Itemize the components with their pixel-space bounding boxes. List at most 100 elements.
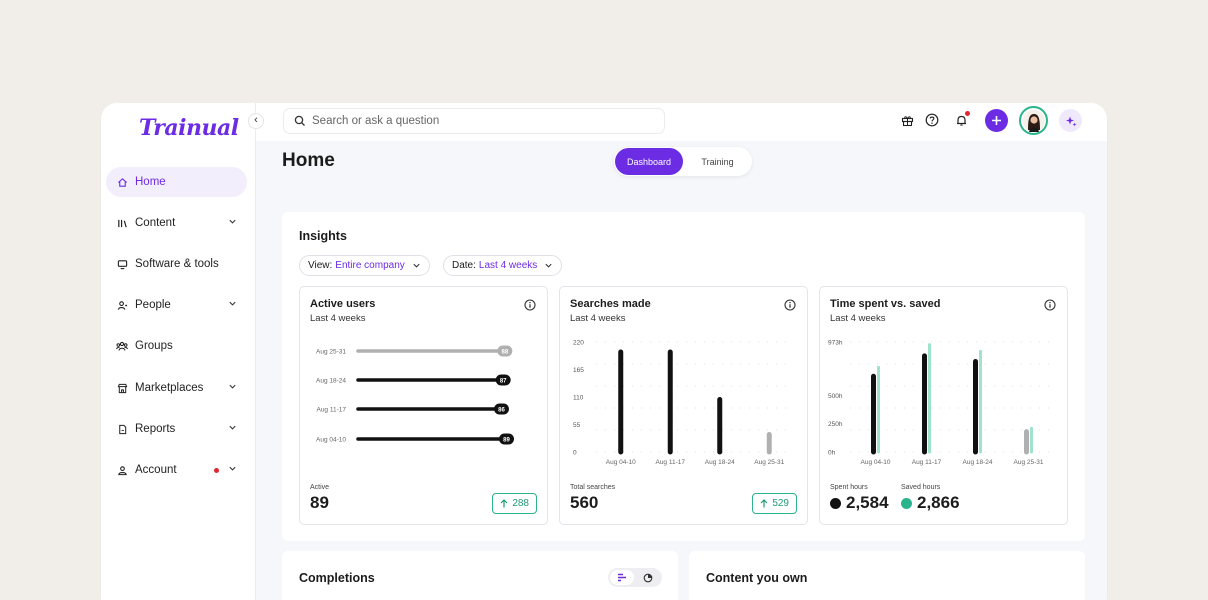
sidebar-item-label: Content — [135, 217, 176, 229]
logo[interactable]: Trainual — [139, 115, 239, 141]
delta-badge: 288 — [492, 493, 537, 514]
y-tick-label: 500h — [828, 393, 843, 400]
completions-title: Completions — [299, 571, 375, 585]
sidebar-item-software[interactable]: Software & tools — [106, 249, 247, 279]
x-tick-label: Aug 18-24 — [963, 459, 993, 466]
sidebar-item-label: Software & tools — [135, 258, 219, 270]
y-tick-label: 250h — [828, 421, 843, 428]
view-toggle: Dashboard Training — [614, 147, 752, 176]
account-icon — [116, 464, 128, 476]
completions-card: Completions — [282, 551, 678, 600]
card-title: Active users — [310, 298, 376, 310]
sidebar-item-label: Account — [135, 464, 177, 476]
tick-label: Aug 18-24 — [316, 378, 346, 385]
info-icon[interactable] — [784, 298, 796, 316]
date-filter-dropdown[interactable]: Date: Last 4 weeks — [443, 255, 563, 276]
sidebar-item-label: Groups — [135, 340, 173, 352]
chevron-down-icon[interactable] — [228, 382, 237, 394]
gift-icon[interactable] — [900, 113, 914, 127]
tab-dashboard[interactable]: Dashboard — [615, 148, 683, 175]
report-icon — [116, 423, 128, 435]
chevron-down-icon[interactable] — [228, 464, 237, 476]
stat-label: Total searches — [570, 484, 616, 491]
collapse-sidebar-button[interactable]: ‹ — [248, 113, 264, 129]
filter-value: Entire company — [335, 260, 405, 271]
chevron-down-icon — [412, 261, 421, 270]
store-icon — [116, 382, 128, 394]
value-pill — [499, 433, 514, 445]
value-pill — [497, 345, 513, 357]
chevron-down-icon — [544, 261, 553, 270]
value-pill — [495, 374, 511, 386]
data-label: 89 — [503, 437, 510, 443]
x-tick-label: Aug 25-31 — [754, 459, 784, 466]
people-icon — [116, 299, 128, 311]
sidebar-item-label: People — [135, 299, 171, 311]
sidebar: Trainual Home Content Software & tools P… — [101, 103, 256, 600]
x-tick-label: Aug 18-24 — [705, 459, 735, 466]
x-tick-label: Aug 04-10 — [606, 459, 636, 466]
search-input[interactable]: Search or ask a question — [283, 108, 665, 134]
info-icon[interactable] — [524, 298, 536, 316]
info-icon[interactable] — [1044, 298, 1056, 316]
y-tick-label: 220 — [573, 340, 584, 347]
app-window: Trainual Home Content Software & tools P… — [101, 103, 1107, 600]
pie-chart-view-button[interactable] — [636, 570, 660, 585]
tick-label: Aug 11-17 — [316, 407, 346, 414]
y-tick-label: 165 — [573, 367, 584, 374]
content-you-own-card: Content you own — [689, 551, 1085, 600]
bar-chart-icon — [618, 573, 626, 582]
help-icon[interactable] — [925, 113, 939, 127]
avatar[interactable] — [1019, 106, 1048, 135]
y-tick-label: 0 — [573, 450, 577, 457]
saved-legend-dot — [901, 497, 912, 509]
sidebar-item-label: Reports — [135, 423, 176, 435]
search-icon — [294, 115, 306, 127]
card-subtitle: Last 4 weeks — [310, 313, 366, 324]
arrow-up-icon — [760, 499, 768, 508]
sparkle-icon — [1065, 116, 1076, 126]
card-title: Searches made — [570, 298, 651, 310]
sidebar-item-groups[interactable]: Groups — [106, 331, 247, 361]
sidebar-item-content[interactable]: Content — [106, 208, 247, 238]
delta-value: 288 — [512, 498, 529, 509]
add-button[interactable] — [985, 109, 1008, 132]
data-label: 86 — [498, 407, 505, 413]
content-icon — [116, 217, 128, 229]
pie-chart-icon — [643, 573, 653, 582]
content-you-own-title: Content you own — [706, 571, 808, 585]
chevron-down-icon[interactable] — [228, 423, 237, 435]
user-avatar-icon — [1022, 109, 1045, 132]
view-filter-dropdown[interactable]: View: Entire company — [299, 255, 430, 276]
sidebar-item-reports[interactable]: Reports — [106, 414, 247, 444]
y-tick-label: 973h — [828, 340, 843, 347]
searches-made-card: Searches made Last 4 weeks 0 55 110 165 220 A… — [559, 286, 808, 525]
sidebar-item-people[interactable]: People — [106, 290, 247, 320]
plus-icon — [992, 116, 1001, 125]
sidebar-item-label: Home — [135, 176, 166, 188]
time-chart: 0h 250h 500h 973h Aug 04-10 Aug 11-17 Aug 18-2… — [828, 340, 1054, 466]
insights-panel: Insights View: Entire company Date: Last… — [282, 212, 1085, 541]
notification-dot — [965, 111, 970, 116]
alert-dot — [214, 468, 219, 473]
sidebar-item-marketplaces[interactable]: Marketplaces — [106, 373, 247, 403]
searches-chart: 0 55 110 165 220 Aug 04-10 Aug 11-17 Aug 18-24 A… — [573, 340, 794, 466]
tick-label: Aug 04-10 — [316, 437, 346, 444]
tab-training[interactable]: Training — [701, 156, 734, 167]
data-label: 87 — [500, 378, 507, 384]
bell-icon[interactable] — [954, 111, 970, 127]
bar-chart-view-button[interactable] — [610, 570, 634, 585]
insights-title: Insights — [299, 229, 347, 243]
filter-value: Last 4 weeks — [478, 260, 538, 271]
active-users-card: Active users Last 4 weeks Aug 25-31 88 Aug… — [299, 286, 548, 525]
chevron-down-icon[interactable] — [228, 217, 237, 229]
sidebar-item-label: Marketplaces — [135, 382, 204, 394]
sidebar-item-account[interactable]: Account — [106, 455, 247, 485]
stat-value: 89 — [310, 493, 329, 512]
ai-assistant-button[interactable] — [1059, 109, 1082, 132]
chevron-down-icon[interactable] — [228, 299, 237, 311]
time-spent-saved-card: Time spent vs. saved Last 4 weeks 0h 250h… — [819, 286, 1068, 525]
sidebar-item-home[interactable]: Home — [106, 167, 247, 197]
card-title: Time spent vs. saved — [830, 298, 941, 310]
filter-label: Date: — [452, 260, 476, 271]
